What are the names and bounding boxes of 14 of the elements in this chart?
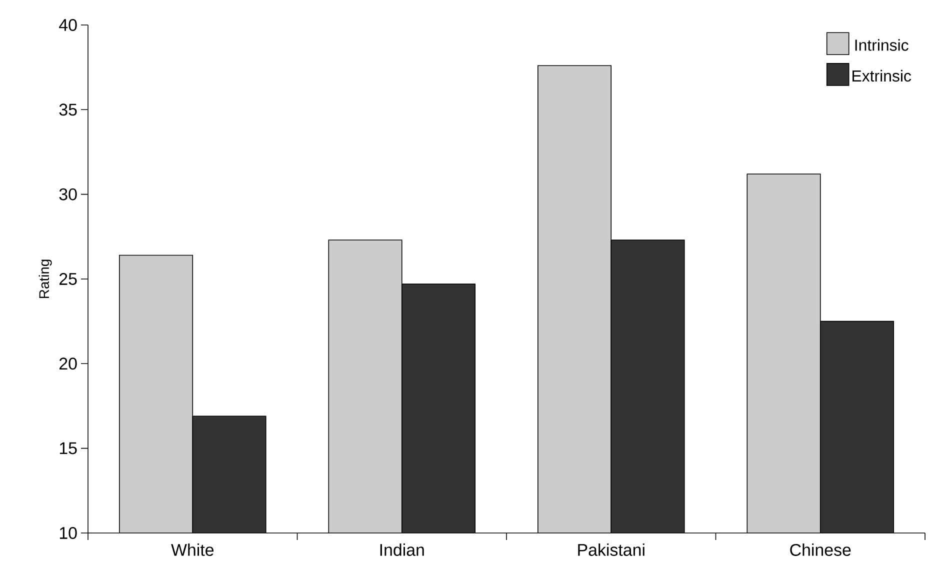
legend-label: Intrinsic	[855, 39, 908, 51]
x-tick-label: Pakistani	[578, 544, 644, 556]
x-tick-label: White	[171, 544, 214, 556]
y-tick-label: 40	[59, 18, 77, 31]
y-tick-label: 10	[60, 526, 77, 539]
y-tick-label: 15	[60, 442, 77, 454]
legend-label: Extrinsic	[852, 70, 912, 82]
x-tick-label: Chinese	[790, 544, 851, 556]
y-tick-label: 20	[60, 358, 77, 370]
y-axis-title: Rating	[38, 260, 52, 298]
y-tick-label: 30	[59, 188, 77, 200]
x-tick-label: Indian	[380, 544, 424, 556]
y-tick-label: 25	[60, 272, 77, 285]
y-tick-label: 35	[59, 104, 77, 116]
